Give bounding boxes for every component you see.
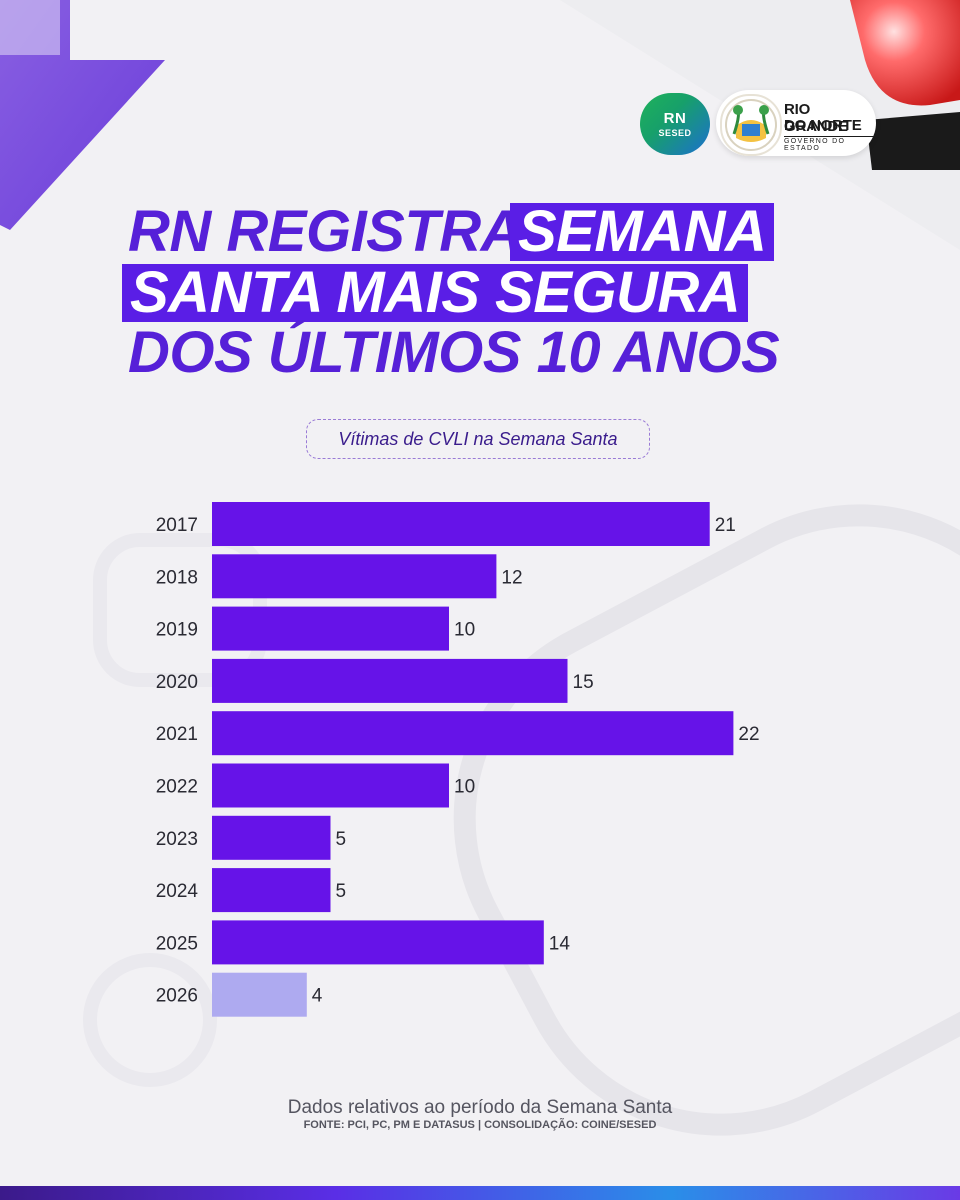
value-label: 10: [454, 777, 475, 798]
bar-2019: [212, 606, 449, 651]
footer-source: FONTE: PCI, PC, PM E DATASUS | CONSOLIDA…: [303, 1119, 657, 1131]
bg-ring: [453, 504, 960, 1136]
bar-chart: 2017 21 2018 12 2019 10 2020 15 2021 22 2022 10 2023…: [156, 502, 760, 1017]
category-label: 2021: [156, 724, 198, 745]
bar-2018: [212, 554, 497, 599]
bar-2024: [212, 868, 331, 913]
headline-line2-highlight: SANTA MAIS SEGURA: [122, 264, 749, 322]
gov-logo-line2: DO NORTE: [784, 117, 862, 134]
category-label: 2020: [156, 672, 198, 693]
gov-logo-line1: RIO GRANDE: [784, 101, 848, 135]
bar-2025: [212, 920, 544, 965]
sesed-logo-text: SESED: [658, 127, 692, 138]
category-label: 2023: [156, 829, 198, 850]
rn-logo-text: RN: [663, 109, 687, 127]
rn-sesed-logo: RN SESED: [640, 93, 710, 155]
category-label: 2018: [156, 567, 198, 588]
value-label: 12: [501, 567, 522, 588]
headline-line1-highlight: SEMANA: [510, 203, 775, 261]
siren-decoration: [850, 0, 960, 106]
bar-2020: [212, 658, 568, 703]
bar-2023: [212, 815, 331, 860]
arrow-decoration: [0, 0, 165, 230]
category-label: 2026: [156, 986, 198, 1007]
category-label: 2024: [156, 881, 199, 902]
category-label: 2022: [156, 777, 198, 798]
category-label: 2017: [156, 515, 198, 536]
value-label: 5: [336, 881, 347, 902]
bar-2021: [212, 711, 734, 756]
value-label: 10: [454, 620, 475, 641]
bar-2026: [212, 972, 307, 1017]
value-label: 14: [549, 933, 571, 954]
value-label: 22: [738, 724, 759, 745]
bg-circle: [83, 953, 217, 1087]
value-label: 4: [312, 986, 323, 1007]
headline-line3: DOS ÚLTIMOS 10 ANOS: [128, 320, 780, 385]
arrow-highlight: [0, 0, 60, 55]
value-label: 15: [573, 672, 594, 693]
headline-line1-part1: RN REGISTRA: [128, 199, 523, 264]
government-logo: RIO GRANDE DO NORTE GOVERNO DO ESTADO: [716, 90, 876, 156]
siren-base: [866, 112, 960, 170]
bottom-gradient-bar: [0, 1186, 960, 1200]
bar-2017: [212, 502, 710, 546]
chart-title: Vítimas de CVLI na Semana Santa: [306, 419, 650, 459]
gov-logo-subtitle: GOVERNO DO ESTADO: [784, 136, 876, 152]
bar-2022: [212, 763, 449, 808]
footer-note: Dados relativos ao período da Semana San…: [287, 1097, 673, 1118]
category-label: 2025: [156, 933, 198, 954]
state-seal-icon: [720, 94, 782, 156]
value-label: 21: [715, 515, 736, 536]
value-label: 5: [336, 829, 347, 850]
category-label: 2019: [156, 620, 198, 641]
